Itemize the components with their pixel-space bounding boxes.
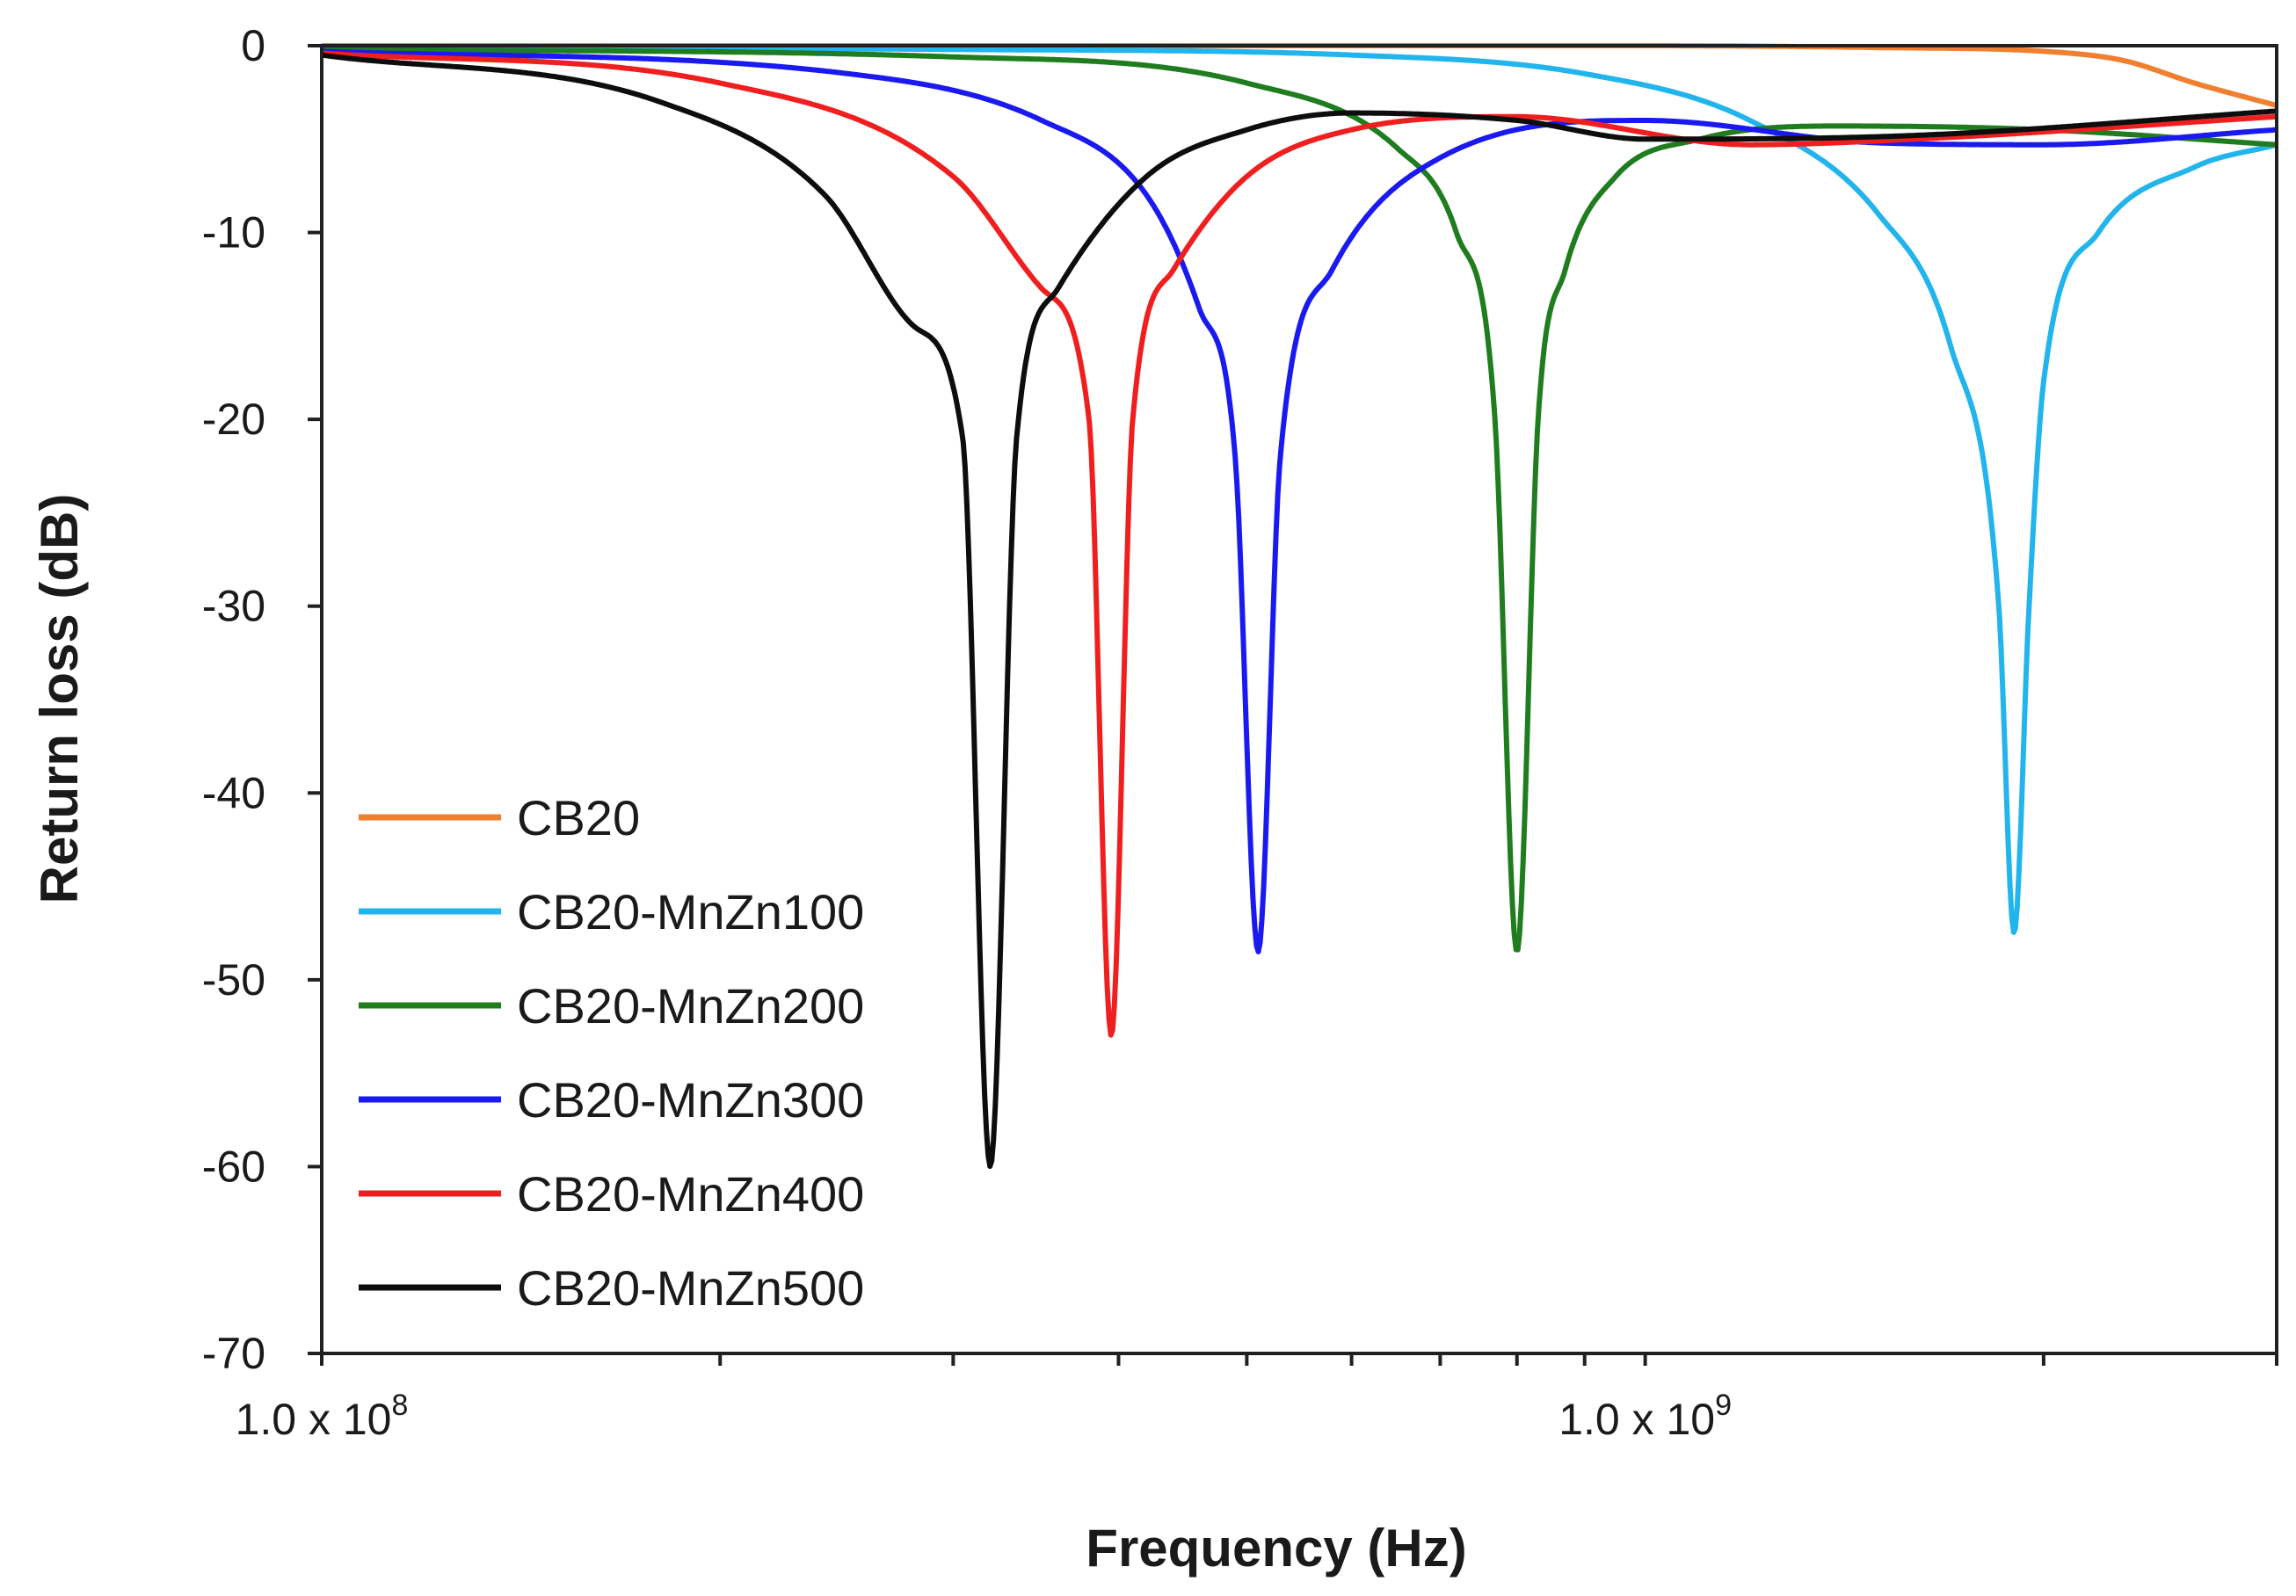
legend-label-cb20-mnzn400: CB20-MnZn400 <box>517 1166 864 1222</box>
y-tick-label: -40 <box>202 768 265 817</box>
legend-label-cb20: CB20 <box>517 790 640 845</box>
y-tick-label: -70 <box>202 1329 265 1378</box>
legend-label-cb20-mnzn200: CB20-MnZn200 <box>517 978 864 1034</box>
y-tick-label: 0 <box>241 21 265 70</box>
series-line-cb20-mnzn100 <box>321 45 2278 935</box>
series-line-cb20-mnzn300 <box>321 48 2278 954</box>
y-tick-label: -10 <box>202 208 265 258</box>
x-axis-title: Frequency (Hz) <box>1086 1519 1466 1578</box>
series-line-cb20-mnzn400 <box>321 50 2278 1038</box>
plot-curves <box>321 43 2278 1170</box>
legend-label-cb20-mnzn100: CB20-MnZn100 <box>517 884 864 939</box>
y-tick-label: -50 <box>202 955 265 1005</box>
legend-label-cb20-mnzn300: CB20-MnZn300 <box>517 1072 864 1128</box>
x-axis-ticks: 1.0 x 108 1.0 x 109 <box>236 1353 2278 1444</box>
x-tick-label: 1.0 x 108 <box>236 1389 409 1444</box>
x-tick-label: 1.0 x 109 <box>1559 1389 1732 1444</box>
y-tick-label: -20 <box>202 395 265 444</box>
legend: CB20 CB20-MnZn100 CB20-MnZn200 CB20-MnZn300… <box>359 790 864 1316</box>
y-tick-label: -60 <box>202 1142 265 1191</box>
y-axis-ticks: 0 -10 -20 -30 -40 -50 -60 -70 <box>202 21 322 1378</box>
series-line-cb20-mnzn200 <box>321 47 2278 953</box>
y-tick-label: -30 <box>202 582 265 631</box>
legend-label-cb20-mnzn500: CB20-MnZn500 <box>517 1260 864 1316</box>
series-line-cb20-mnzn500 <box>321 52 2278 1170</box>
y-axis-title: Return loss (dB) <box>30 494 89 904</box>
plot-area-frame <box>320 44 2278 1355</box>
